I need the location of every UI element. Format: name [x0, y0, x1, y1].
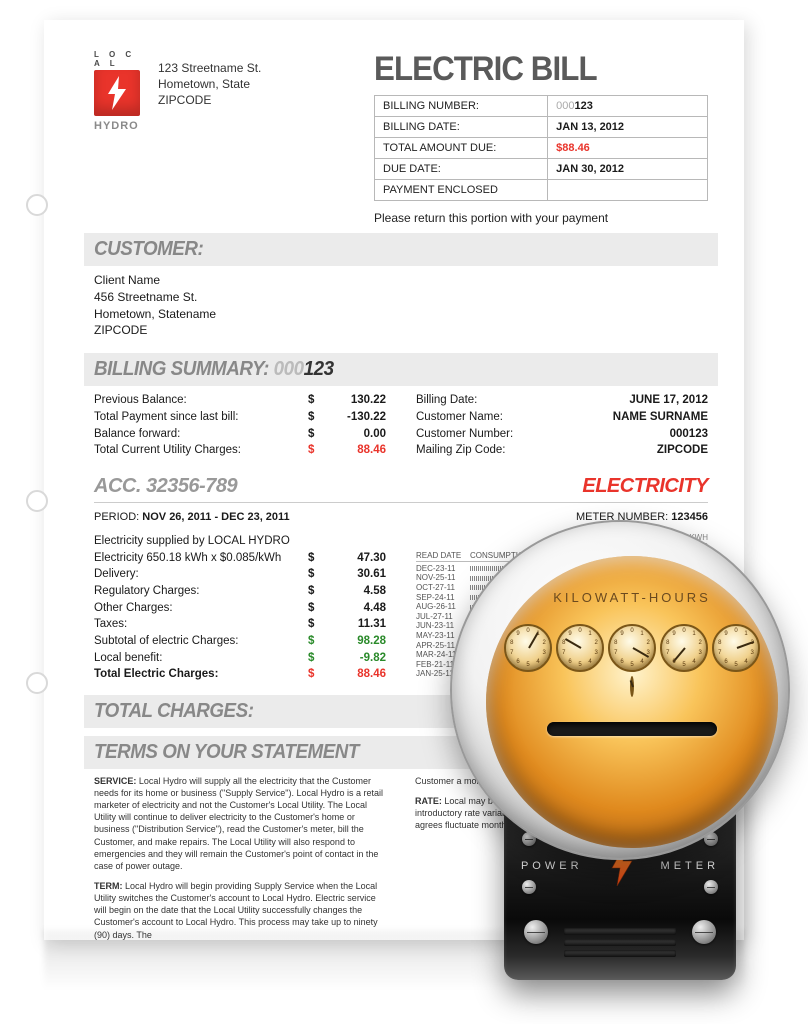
summary-info-row: Customer Name:NAME SURNAME	[416, 409, 708, 426]
terms-rate-text: Local may be adjusted one- time introduc…	[415, 796, 689, 830]
info-label: BILLING DATE:	[375, 117, 548, 138]
usage-row: OCT-27-11	[416, 583, 708, 593]
charge-row: Subtotal of electric Charges:$98.28	[94, 633, 386, 650]
account-bar: ACC. 32356-789 ELECTRICITY	[94, 469, 708, 503]
punch-hole-icon	[26, 490, 48, 512]
info-value-prefix: 000	[556, 100, 574, 112]
company-header: L O C A L HYDRO 123 Streetname St. Homet…	[94, 50, 344, 225]
summary-row: Previous Balance:$130.22	[94, 392, 386, 409]
usage-row: MAY-23-11	[416, 631, 708, 641]
return-note: Please return this portion with your pay…	[374, 211, 708, 225]
company-addr-line: Hometown, State	[158, 76, 261, 92]
section-title: TERMS ON YOUR STATEMENT	[94, 741, 671, 764]
info-label: DUE DATE:	[375, 159, 548, 180]
charge-row: Taxes:$11.31	[94, 616, 386, 633]
document-title: ELECTRIC BILL	[374, 50, 681, 89]
usage-row: JUN-23-11	[416, 621, 708, 631]
section-title: TOTAL CHARGES:	[94, 700, 671, 723]
usage-row: AUG-26-11	[416, 602, 708, 612]
info-label: TOTAL AMOUNT DUE:	[375, 138, 548, 159]
punch-hole-icon	[26, 672, 48, 694]
summary-row: Balance forward:$0.00	[94, 426, 386, 443]
terms-col2-text: Customer a month another service.	[415, 775, 708, 787]
charge-row: Electricity 650.18 kWh x $0.085/kWh$47.3…	[94, 550, 386, 567]
section-title: BILLING SUMMARY:	[94, 358, 274, 380]
customer-street: 456 Streetname St.	[94, 289, 708, 306]
billing-period: PERIOD: NOV 26, 2011 - DEC 23, 2011	[94, 511, 290, 523]
charge-row: Total Electric Charges:$88.46	[94, 666, 386, 683]
terms-service-label: SERVICE:	[94, 776, 136, 786]
section-title-num: 123	[304, 358, 334, 380]
info-value: JAN 30, 2012	[548, 159, 708, 180]
section-title: CUSTOMER:	[94, 238, 671, 261]
usage-row: APR-25-11	[416, 641, 708, 651]
charge-row: Delivery:$30.61	[94, 566, 386, 583]
info-value: JAN 13, 2012	[548, 117, 708, 138]
summary-customer-info: Billing Date:JUNE 17, 2012Customer Name:…	[416, 392, 708, 459]
charge-row: Local benefit:$-9.82	[94, 650, 386, 667]
summary-info-row: Customer Number:000123	[416, 426, 708, 443]
customer-name: Client Name	[94, 272, 708, 289]
customer-block: Client Name 456 Streetname St. Hometown,…	[94, 272, 708, 339]
usage-row: NOV-25-11	[416, 573, 708, 583]
total-charges-header: TOTAL CHARGES:	[84, 695, 718, 728]
summary-balances: Previous Balance:$130.22Total Payment si…	[94, 392, 386, 459]
electricity-label: ELECTRICITY	[582, 475, 708, 498]
summary-row: Total Current Utility Charges:$88.46	[94, 442, 386, 459]
usage-row: MAR-24-11	[416, 650, 708, 660]
terms-service-text: Local Hydro will supply all the electric…	[94, 776, 383, 871]
customer-section-header: CUSTOMER:	[84, 233, 718, 266]
info-value-empty	[548, 180, 708, 201]
bill-document: L O C A L HYDRO 123 Streetname St. Homet…	[44, 20, 744, 940]
meter-number: METER NUMBER: 123456	[576, 511, 708, 523]
account-number: ACC. 32356-789	[94, 475, 237, 498]
customer-zip: ZIPCODE	[94, 322, 708, 339]
section-title-prefix: 000	[274, 358, 304, 380]
summary-section-header: BILLING SUMMARY: 000123	[84, 353, 718, 386]
charge-row: Electricity supplied by LOCAL HYDRO	[94, 533, 386, 550]
charge-breakdown: Electricity supplied by LOCAL HYDROElect…	[94, 533, 386, 683]
logo-local-text: L O C A L	[94, 50, 148, 68]
terms-header: TERMS ON YOUR STATEMENT	[84, 736, 718, 769]
logo-hydro-text: HYDRO	[94, 120, 148, 132]
summary-info-row: Billing Date:JUNE 17, 2012	[416, 392, 708, 409]
charge-row: Regulatory Charges:$4.58	[94, 583, 386, 600]
company-addr-line: ZIPCODE	[158, 92, 261, 108]
billing-info-table: BILLING NUMBER: 000123 BILLING DATE: JAN…	[374, 95, 708, 201]
usage-row: SEP-24-11	[416, 593, 708, 603]
info-label: BILLING NUMBER:	[375, 96, 548, 117]
company-addr-line: 123 Streetname St.	[158, 60, 261, 76]
info-value: 123	[575, 100, 593, 112]
usage-row: JUL-27-11	[416, 612, 708, 622]
logo-bolt-icon	[94, 70, 140, 116]
usage-row: DEC-23-11	[416, 564, 708, 574]
customer-city: Hometown, Statename	[94, 306, 708, 323]
info-value-total-due: $88.46	[548, 138, 708, 159]
usage-row: FEB-21-11	[416, 660, 708, 670]
terms-rate-label: RATE:	[415, 796, 442, 806]
company-address: 123 Streetname St. Hometown, State ZIPCO…	[158, 50, 261, 225]
charge-row: Other Charges:$4.48	[94, 600, 386, 617]
summary-row: Total Payment since last bill:$-130.22	[94, 409, 386, 426]
summary-info-row: Mailing Zip Code:ZIPCODE	[416, 442, 708, 459]
usage-row: JAN-25-11	[416, 669, 708, 679]
terms-term-text: Local Hydro will begin providing Supply …	[94, 881, 378, 940]
terms-term-label: TERM:	[94, 881, 123, 891]
terms-body: SERVICE: Local Hydro will supply all the…	[94, 775, 708, 941]
punch-hole-icon	[26, 194, 48, 216]
info-label: PAYMENT ENCLOSED	[375, 180, 548, 201]
usage-history-chart: TOTAL KWH640READ DATECONSUMPTIONDEC-23-1…	[416, 533, 708, 683]
